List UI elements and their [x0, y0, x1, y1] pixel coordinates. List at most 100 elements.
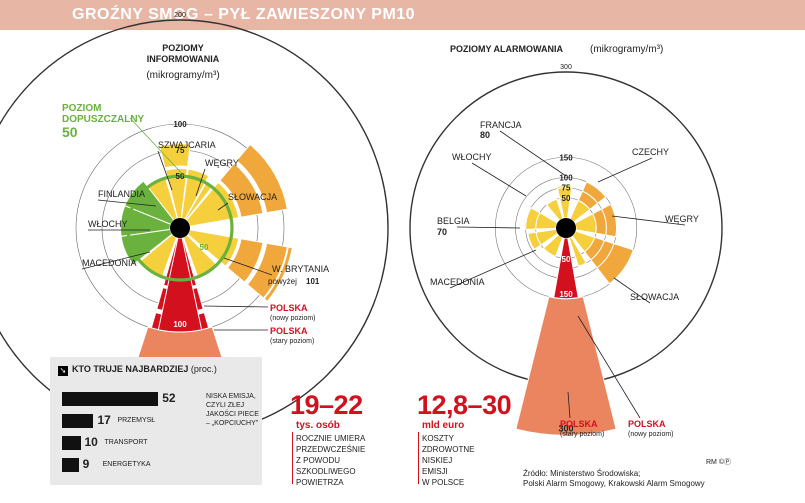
bar-słowacja: [219, 162, 264, 218]
source-line: Polski Alarm Smogowy, Krakowski Alarm Sm…: [523, 479, 705, 488]
tick-label: 300: [560, 64, 572, 71]
bar-label: NISKA EMISJA, CZYLI ZŁEJ JAKOŚCI PIECE – „K…: [206, 392, 259, 428]
arrow-icon: ➘: [58, 366, 68, 376]
bar-w. brytania: [226, 238, 264, 283]
source-line: Źródło: Ministerstwo Środowiska;: [523, 469, 641, 478]
bar-belgia: [527, 231, 542, 251]
country-label: CZECHY: [632, 147, 669, 157]
country-value: 70: [437, 227, 447, 237]
leader-line: [449, 249, 537, 289]
deaths-desc-line: POWIETRZA: [296, 478, 344, 487]
credit-mark: RM ©Ⓟ: [706, 459, 731, 466]
leader-line: [611, 215, 686, 226]
chart-title: INFORMOWANIA: [147, 54, 220, 64]
tick-label: 50: [562, 194, 571, 203]
costs-divider: [418, 432, 419, 484]
page-title: GROŹNY SMOG – PYŁ ZAWIESZONY PM10: [72, 6, 416, 23]
bar-label: PRZEMYSŁ: [117, 416, 155, 425]
costs-desc-line: W POLSCE: [422, 478, 465, 487]
bar-value: 17: [97, 413, 111, 427]
costs-desc-line: NISKIEJ: [422, 456, 453, 465]
leader-line: [157, 150, 173, 191]
bar: [62, 392, 159, 406]
deaths-desc-line: ROCZNIE UMIERA: [296, 434, 366, 443]
deaths-value: 19–22: [290, 390, 363, 420]
center-hub: [556, 218, 576, 238]
leader-line: [456, 226, 521, 229]
bar-w. brytania: [263, 246, 293, 302]
bar-czechy: [581, 181, 607, 204]
leader-line: [567, 391, 571, 419]
costs-desc-line: ZDROWOTNE: [422, 445, 475, 454]
country-label: WĘGRY: [205, 158, 239, 168]
bar-label: TRANSPORT: [105, 438, 148, 447]
bar-włochy: [525, 207, 541, 230]
polska-new-note: (nowy poziom): [270, 315, 316, 322]
country-note-value: 101: [306, 277, 320, 286]
chart-title: POZIOMY ALARMOWANIA: [450, 44, 563, 54]
bar-value: 9: [82, 457, 90, 471]
polska-old-label: POLSKA: [270, 326, 308, 336]
polska-new-label: POLSKA: [628, 419, 666, 429]
bar-label-line: TRANSPORT: [104, 439, 148, 446]
bar-label-line: – „KOPCIUCHY”: [206, 420, 259, 427]
chart-unit: (mikrogramy/m³): [590, 44, 663, 55]
permissible-label: DOPUSZCZALNY: [62, 114, 145, 125]
bar-węgry: [600, 203, 617, 238]
leader-line: [203, 305, 269, 308]
value-label: 100: [173, 320, 187, 329]
tick-label: 75: [562, 184, 571, 193]
tick-label: 100: [559, 174, 573, 183]
deaths-desc-line: Z POWODU: [296, 456, 340, 465]
tick-label: 75: [176, 146, 185, 155]
center-hub: [170, 218, 190, 238]
value-label: 300: [558, 423, 573, 433]
country-label: W. BRYTANIA: [272, 264, 329, 274]
bar-label-line: PRZEMYSŁ: [117, 417, 156, 424]
leader-line: [129, 117, 187, 179]
tick-label: 200: [174, 12, 186, 19]
bar-francja: [556, 185, 573, 190]
tick-label: 50: [176, 172, 185, 181]
permissible-value: 50: [62, 124, 78, 140]
bar-label-line: JAKOŚCI PIECE: [206, 411, 259, 418]
deaths-desc-line: PRZEDWCZEŚNIE: [296, 445, 366, 454]
country-label: WŁOCHY: [88, 219, 128, 229]
polska-old-note: (stary poziom): [560, 431, 604, 438]
leader-line: [499, 130, 567, 177]
bar-słowacja: [235, 143, 288, 214]
tick-label: 50: [562, 255, 571, 264]
country-label: SŁOWACJA: [630, 292, 679, 302]
bar-value: 10: [84, 435, 98, 449]
country-label: WŁOCHY: [452, 152, 492, 162]
bar-label-line: ENERGETYKA: [102, 461, 151, 468]
bar-value: 52: [162, 391, 176, 405]
source-note: Źródło: Ministerstwo Środowiska; Polski …: [523, 469, 705, 489]
polluters-title-text: KTO TRUJE NAJBARDZIEJ: [72, 364, 189, 374]
leader-line: [471, 162, 527, 197]
country-label: FINLANDIA: [98, 189, 145, 199]
chart-unit: (mikrogramy/m³): [146, 70, 219, 81]
leader-line: [81, 251, 151, 270]
leader-line: [597, 157, 653, 183]
country-label: WĘGRY: [665, 214, 699, 224]
costs-desc-line: EMISJI: [422, 467, 448, 476]
bar: [62, 458, 79, 472]
costs-value: 12,8–30: [417, 390, 512, 420]
leader-line: [223, 257, 273, 276]
country-label: FRANCJA: [480, 120, 522, 130]
polluters-unit: (proc.): [190, 364, 217, 374]
bar: [62, 414, 94, 428]
country-label: SŁOWACJA: [228, 192, 277, 202]
deaths-unit: tys. osób: [296, 420, 340, 431]
tick-label: 100: [173, 120, 187, 129]
costs-desc: KOSZTY ZDROWOTNE NISKIEJ EMISJI W POLSCE: [422, 433, 474, 488]
deaths-desc: ROCZNIE UMIERA PRZEDWCZEŚNIE Z POWODU SZ…: [296, 433, 365, 488]
country-label: MACEDONIA: [82, 258, 137, 268]
tick-label: 50: [200, 243, 209, 252]
bar-słowacja: [596, 242, 634, 285]
chart-title: POZIOMY: [162, 43, 204, 53]
country-note: powyżej: [268, 277, 297, 286]
bar-szwajcaria: [159, 143, 191, 169]
